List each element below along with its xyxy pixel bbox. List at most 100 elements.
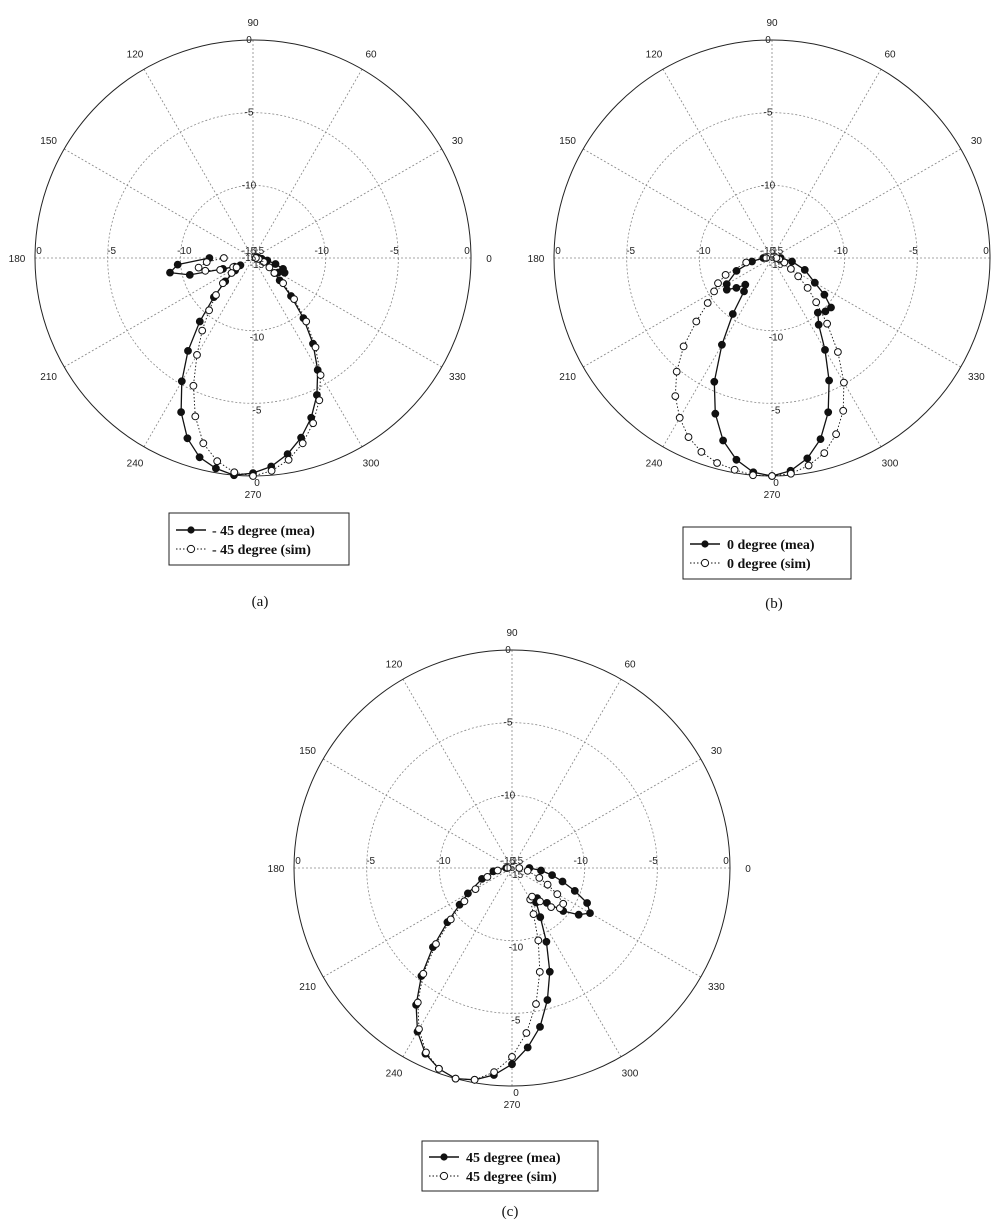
- angle-tick-label: 120: [386, 660, 403, 671]
- data-point-sim: [422, 1048, 430, 1057]
- radial-tick-label: -15: [242, 246, 257, 257]
- data-point-sim: [252, 254, 260, 262]
- grid-spoke-30: [252, 148, 442, 259]
- data-point-sim: [697, 448, 706, 456]
- data-point-mea: [536, 1023, 544, 1031]
- data-point-mea: [537, 866, 545, 875]
- radial-tick-label: -15: [501, 863, 516, 874]
- radial-tick-label: 0: [254, 478, 260, 489]
- angle-tick-label: 90: [766, 18, 778, 29]
- data-point-sim: [198, 326, 207, 335]
- radial-tick-label: -5: [245, 108, 254, 119]
- radial-tick-label: -15: [761, 246, 776, 257]
- data-point-mea: [583, 899, 591, 907]
- data-point-sim: [435, 1064, 443, 1073]
- grid-spoke-150: [583, 148, 773, 259]
- data-point-sim: [703, 299, 712, 307]
- radial-tick-label: -5: [909, 246, 918, 257]
- data-point-mea: [574, 910, 583, 919]
- data-point-mea: [803, 454, 812, 463]
- data-point-sim: [671, 392, 680, 401]
- angle-tick-label: 120: [646, 50, 663, 61]
- outer-circle: [293, 649, 731, 1087]
- radial-tick-label: 0: [295, 856, 301, 867]
- data-point-sim: [265, 263, 274, 272]
- radial-tick-label: -10: [250, 333, 265, 344]
- radial-tick-label: -15: [250, 246, 265, 257]
- data-point-sim: [832, 430, 841, 439]
- data-point-sim: [316, 371, 325, 380]
- grid-spoke-60: [771, 69, 882, 259]
- grid-spoke-60: [252, 69, 363, 259]
- angle-tick-label: 30: [452, 136, 464, 147]
- legend-marker-sim-a: [186, 544, 196, 554]
- data-point-sim: [804, 461, 813, 470]
- data-point-sim: [471, 885, 480, 894]
- legend-label-mea-c: 45 degree (mea): [466, 1151, 561, 1166]
- data-point-sim: [249, 472, 257, 480]
- radial-tick-label: -15: [250, 260, 265, 271]
- data-point-sim: [483, 873, 492, 881]
- data-point-sim: [230, 468, 239, 477]
- radial-tick-label: -10: [177, 246, 192, 257]
- data-point-sim: [302, 317, 311, 326]
- angle-tick-label: 330: [449, 372, 466, 383]
- data-point-mea: [711, 409, 720, 418]
- radial-tick-label: -15: [501, 856, 516, 867]
- data-point-sim: [679, 342, 688, 351]
- data-point-sim: [432, 940, 440, 948]
- radial-tick-label: -10: [769, 333, 784, 344]
- data-point-mea: [718, 340, 726, 349]
- radial-tick-label: -15: [769, 246, 784, 257]
- grid-spoke-120: [402, 679, 513, 869]
- radial-tick-label: -5: [772, 405, 781, 416]
- legend-label-sim-b: 0 degree (sim): [727, 557, 811, 572]
- legend-marker-mea-c: [440, 1153, 448, 1161]
- legend-c: 45 degree (mea) 45 degree (sim): [421, 1140, 599, 1192]
- series-layer-c: [412, 864, 594, 1084]
- radial-tick-label: -5: [390, 246, 399, 257]
- data-point-sim: [290, 295, 299, 304]
- angle-tick-label: 30: [971, 136, 983, 147]
- radial-tick-label: -5: [253, 405, 262, 416]
- data-point-sim: [446, 915, 455, 924]
- data-point-sim: [730, 465, 739, 474]
- grid-spoke-210: [583, 257, 773, 368]
- data-point-sim: [692, 317, 701, 326]
- series-line-sim: [192, 257, 322, 477]
- data-point-sim: [812, 298, 821, 307]
- radial-tick-label: -5: [764, 108, 773, 119]
- data-point-sim: [672, 367, 681, 376]
- label-layer-a: 0 30 60 90 120 150 180 210 240 270 300 330 0 -5 -10 -15…: [9, 18, 493, 501]
- data-point-mea: [464, 889, 472, 898]
- data-point-mea: [820, 290, 829, 299]
- data-point-mea: [523, 1043, 532, 1052]
- data-point-sim: [803, 284, 812, 292]
- angle-tick-label: 180: [9, 254, 26, 265]
- data-point-sim: [787, 265, 795, 273]
- radial-tick-label: -10: [833, 246, 848, 257]
- data-point-mea: [271, 260, 280, 268]
- data-point-sim: [543, 880, 552, 889]
- radial-tick-label: -5: [626, 246, 635, 257]
- angle-tick-label: 330: [708, 982, 725, 993]
- data-point-sim: [710, 287, 719, 296]
- data-point-sim: [534, 936, 543, 945]
- series-line-sim: [674, 257, 845, 477]
- data-point-mea: [279, 265, 287, 273]
- data-point-sim: [772, 254, 781, 262]
- data-point-mea: [570, 887, 579, 895]
- data-point-sim: [508, 1053, 516, 1061]
- grid-spoke-300: [252, 257, 363, 447]
- radial-tick-label: 0: [464, 246, 470, 257]
- data-point-sim: [415, 1025, 423, 1034]
- radial-tick-label: 0: [246, 35, 252, 46]
- legend-b: 0 degree (mea) 0 degree (sim): [682, 526, 852, 580]
- data-point-sim: [840, 378, 848, 387]
- data-point-mea: [732, 455, 741, 464]
- angle-tick-label: 210: [40, 372, 57, 383]
- data-point-sim: [490, 1068, 499, 1077]
- data-point-sim: [721, 271, 730, 279]
- angle-tick-label: 240: [127, 458, 144, 469]
- legend-marker-sim-c: [439, 1171, 449, 1181]
